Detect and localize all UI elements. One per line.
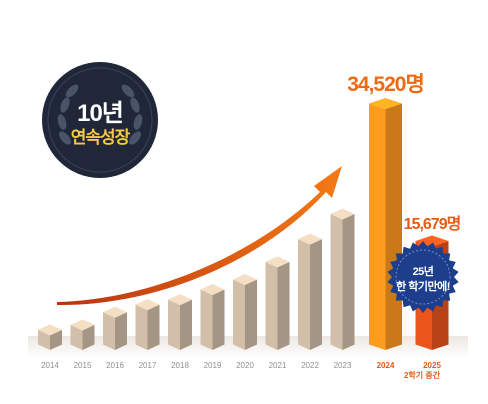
bar-face-left-2024	[369, 103, 386, 350]
bar-2020	[233, 273, 257, 350]
x-tick-2023: 2023	[334, 361, 352, 370]
seal-year: 25년	[412, 266, 434, 278]
bar-face-left-2023	[330, 213, 343, 350]
bar-face-right-2014	[50, 329, 62, 350]
laurel-badge-icon	[42, 62, 158, 178]
x-tick-2016: 2016	[106, 361, 124, 370]
bar-face-left-2022	[298, 239, 310, 350]
one-semester-seal: 25년 한 학기만에!	[386, 240, 460, 314]
bar-top-2020	[233, 273, 257, 285]
x-tick-2024: 2024	[377, 361, 395, 370]
x-tick-2015: 2015	[74, 361, 92, 370]
x-tick-2025: 2025	[423, 361, 441, 370]
bar-face-right-2021	[277, 261, 290, 350]
bar-top-2014	[38, 324, 62, 336]
bar-face-right-2018	[180, 299, 192, 350]
x-tick-2020: 2020	[236, 361, 254, 370]
x-note-2025: 2학기 중간	[403, 371, 441, 380]
bar-face-left-2014	[38, 329, 50, 350]
bar-top-2023	[330, 208, 355, 220]
bar-face-right-2020	[245, 279, 257, 350]
bar-face-right-2019	[212, 289, 225, 350]
x-tick-2019: 2019	[204, 361, 222, 370]
bar-top-2018	[168, 294, 192, 306]
x-tick-2014: 2014	[41, 361, 59, 370]
starburst-seal-icon	[387, 241, 459, 313]
bar-top-2021	[265, 256, 290, 268]
bar-2016	[103, 306, 127, 350]
bar-face-left-2020	[233, 279, 245, 350]
bar-face-right-2017	[147, 304, 160, 350]
x-tick-2022: 2022	[301, 361, 319, 370]
bar-face-left-2019	[200, 289, 213, 350]
bar-face-right-2015	[82, 324, 95, 350]
x-tick-2021: 2021	[269, 361, 287, 370]
bar-2021	[265, 256, 290, 350]
bar-face-right-2023	[342, 213, 355, 350]
bar-top-2017	[135, 299, 160, 311]
x-tick-2017: 2017	[139, 361, 157, 370]
seal-shape	[387, 241, 459, 313]
bar-face-left-2016	[103, 312, 115, 350]
bar-face-left-2017	[135, 304, 148, 350]
bar-face-left-2015	[70, 324, 83, 350]
bar-face-right-2022	[310, 239, 322, 350]
bar-2019	[200, 284, 225, 350]
badge-years: 10년	[77, 100, 124, 127]
seal-caption: 한 학기만에!	[396, 281, 450, 293]
x-tick-2018: 2018	[171, 361, 189, 370]
bar-top-2022	[298, 233, 322, 245]
bar-2014	[38, 324, 62, 350]
bar-top-2015	[70, 319, 95, 331]
seal-ring	[395, 249, 451, 305]
value-label-2024: 34,520명	[347, 73, 425, 96]
bar-face-left-2018	[168, 299, 180, 350]
bar-2018	[168, 294, 192, 350]
value-label-2025: 15,679명	[403, 215, 462, 233]
bar-top-2016	[103, 306, 127, 318]
bar-top-2024	[369, 98, 402, 109]
bar-face-left-2021	[265, 261, 278, 350]
bar-2023	[330, 208, 355, 350]
bar-2017	[135, 299, 160, 350]
bar-2022	[298, 233, 322, 350]
badge-caption: 연속성장	[70, 128, 131, 147]
bar-top-2019	[200, 284, 225, 296]
bar-face-right-2016	[115, 312, 127, 350]
growth-arrow	[57, 166, 342, 306]
ten-year-growth-badge: 10년 연속성장	[40, 60, 160, 180]
bar-2015	[70, 319, 95, 350]
